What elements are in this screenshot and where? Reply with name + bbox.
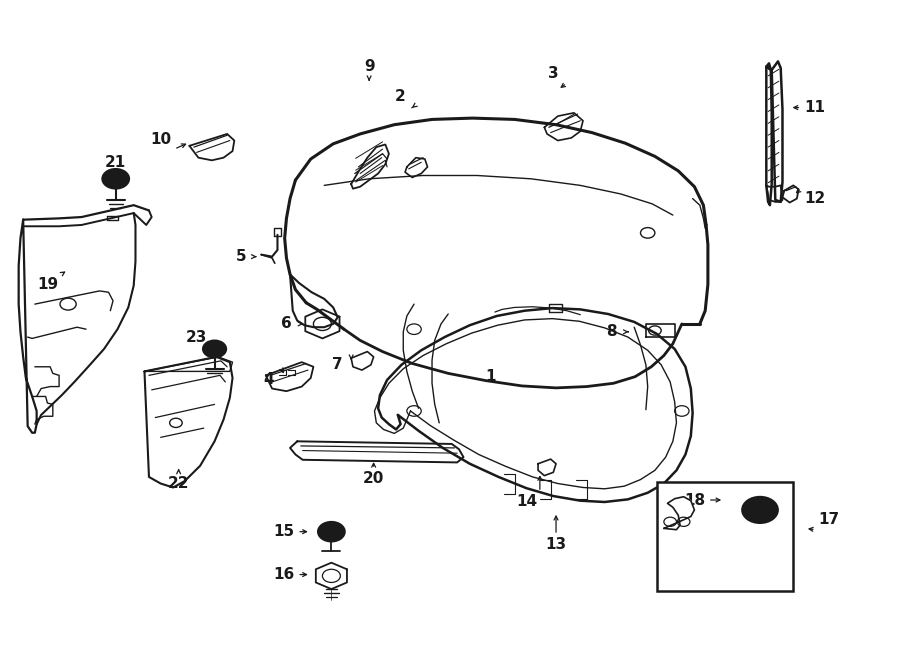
Polygon shape: [538, 459, 556, 476]
Polygon shape: [782, 185, 798, 202]
Bar: [657, 483, 793, 591]
Text: 2: 2: [395, 89, 406, 104]
Text: 4: 4: [263, 372, 274, 387]
Text: 18: 18: [684, 492, 705, 508]
Text: 3: 3: [548, 65, 559, 81]
Text: 21: 21: [105, 155, 126, 170]
Text: 11: 11: [805, 100, 825, 115]
Polygon shape: [544, 113, 583, 141]
Polygon shape: [405, 158, 428, 177]
Text: 13: 13: [545, 537, 567, 553]
Text: 12: 12: [805, 191, 825, 206]
Text: 6: 6: [281, 317, 292, 331]
Text: 10: 10: [150, 132, 171, 147]
Text: 1: 1: [485, 369, 496, 384]
Polygon shape: [189, 134, 234, 161]
Polygon shape: [266, 362, 313, 391]
Polygon shape: [290, 442, 464, 463]
Text: 15: 15: [274, 524, 294, 539]
Polygon shape: [549, 304, 562, 312]
Polygon shape: [664, 496, 695, 529]
Polygon shape: [305, 309, 339, 338]
Polygon shape: [316, 563, 346, 589]
Text: 8: 8: [607, 325, 617, 339]
Text: 19: 19: [37, 277, 58, 292]
Text: 5: 5: [236, 249, 247, 264]
Polygon shape: [766, 61, 782, 205]
Polygon shape: [351, 145, 389, 188]
Circle shape: [318, 522, 345, 541]
Polygon shape: [646, 324, 675, 337]
Text: 14: 14: [516, 494, 537, 510]
Polygon shape: [145, 357, 232, 487]
Circle shape: [202, 340, 226, 358]
Text: 23: 23: [186, 330, 207, 344]
Circle shape: [742, 496, 778, 523]
Text: 16: 16: [273, 567, 294, 582]
Polygon shape: [351, 352, 374, 370]
Text: 7: 7: [332, 358, 343, 372]
Text: 20: 20: [363, 471, 384, 486]
Text: 9: 9: [364, 59, 374, 74]
Text: 22: 22: [168, 476, 189, 491]
Circle shape: [103, 169, 130, 188]
Text: 17: 17: [819, 512, 840, 527]
